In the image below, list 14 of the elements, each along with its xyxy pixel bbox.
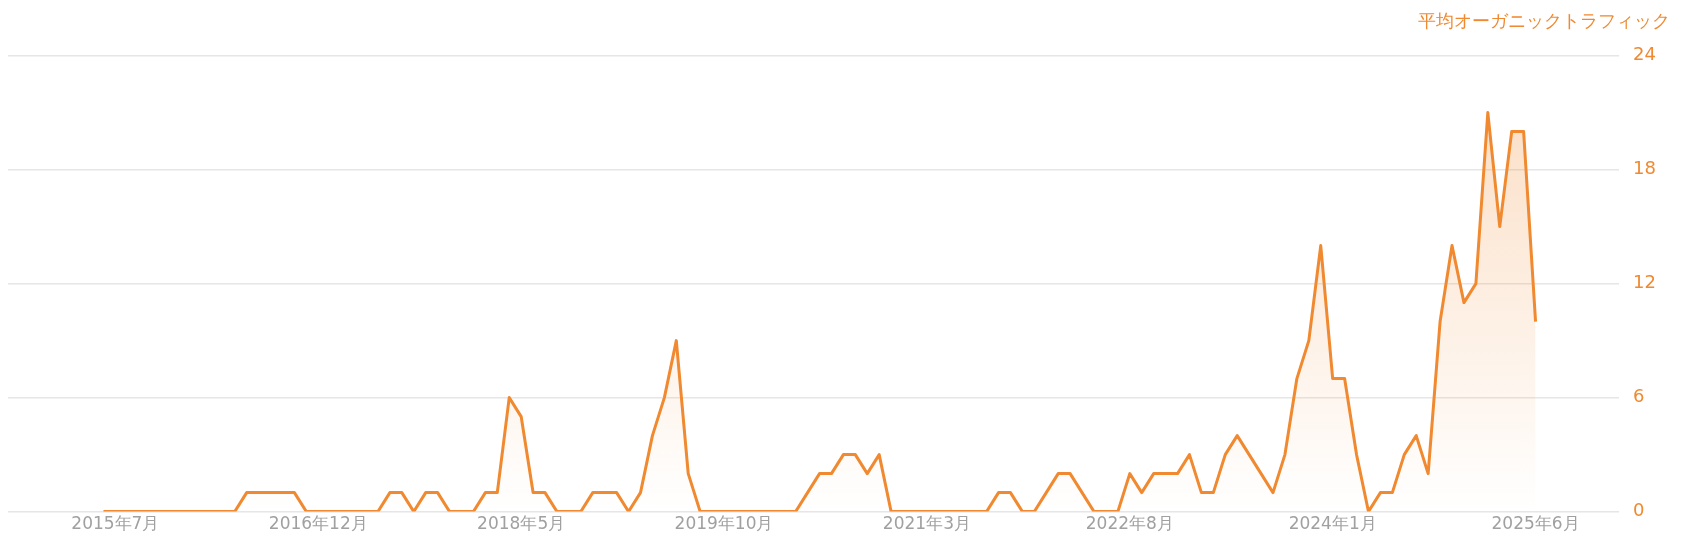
y-tick-label: 24: [1633, 43, 1656, 65]
y-tick-label: 12: [1633, 271, 1656, 293]
x-tick-label: 2021年3月: [882, 513, 971, 534]
x-tick-label: 2015年7月: [71, 513, 160, 534]
x-tick-label: 2025年6月: [1491, 513, 1580, 534]
x-tick-label: 2022年8月: [1085, 513, 1174, 534]
y-axis-title: 平均オーガニックトラフィック: [1418, 10, 1670, 32]
x-tick-label: 2016年12月: [268, 513, 368, 534]
x-tick-label: 2018年5月: [477, 513, 566, 534]
x-tick-label: 2024年1月: [1288, 513, 1377, 534]
y-tick-label: 18: [1633, 157, 1656, 179]
x-tick-label: 2019年10月: [674, 513, 774, 534]
y-tick-label: 6: [1633, 385, 1645, 407]
y-tick-label: 0: [1633, 499, 1645, 521]
